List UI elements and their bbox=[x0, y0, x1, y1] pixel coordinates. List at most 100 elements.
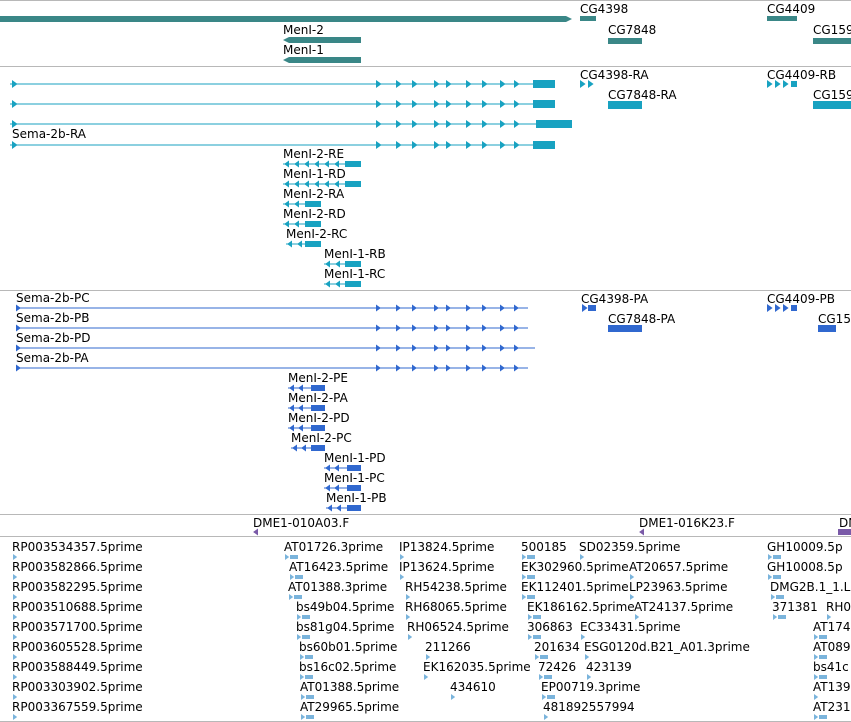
est-arrow bbox=[768, 554, 773, 560]
est-block[interactable] bbox=[533, 635, 541, 639]
gene-feature-cg159[interactable] bbox=[813, 38, 851, 44]
transcript-meni-1-rd-exon[interactable] bbox=[345, 181, 361, 187]
est-block[interactable] bbox=[527, 575, 535, 579]
est-arrow bbox=[300, 654, 305, 660]
protein-sema-2b-pa-exon-arrow bbox=[466, 364, 471, 372]
transcript-sema-2b-ra-exon-arrow bbox=[500, 141, 506, 149]
protein-cg15-exon[interactable] bbox=[818, 325, 836, 332]
transcript-meni-2-rd-exon[interactable] bbox=[305, 221, 321, 227]
transcript-meni-2-re-exon[interactable] bbox=[345, 161, 361, 167]
transcript-cg7848-exon[interactable] bbox=[608, 101, 642, 109]
est-block[interactable] bbox=[527, 595, 535, 599]
transcript-sema-2b-ra-last-exon[interactable] bbox=[533, 141, 555, 149]
transcript-sema-2b-3-exon-arrow bbox=[396, 120, 402, 128]
transcript-sema-2b-2-exon-arrow bbox=[446, 100, 452, 108]
transcript-cg4409-exon[interactable] bbox=[791, 81, 797, 87]
clone-dme1-010a03-arrow bbox=[253, 528, 258, 536]
est-block[interactable] bbox=[544, 675, 552, 679]
est-block[interactable] bbox=[294, 595, 302, 599]
gene-feature-cg4409[interactable] bbox=[767, 16, 797, 21]
protein-meni-2-pe-arrow bbox=[289, 384, 294, 392]
protein-sema-2b-pd-exon-arrow bbox=[446, 344, 451, 352]
protein-cg4398-exon[interactable] bbox=[588, 305, 596, 311]
est-block[interactable] bbox=[819, 655, 827, 659]
transcript-sema-2b-2-exon-arrow bbox=[514, 100, 520, 108]
est-block[interactable] bbox=[778, 615, 786, 619]
protein-sema-2b-pa-exon-arrow bbox=[412, 364, 417, 372]
transcript-sema-2b-2-exon-arrow bbox=[412, 100, 418, 108]
est-arrow bbox=[297, 614, 302, 620]
est-block[interactable] bbox=[295, 575, 303, 579]
protein-sema-2b-pa-exon-arrow bbox=[514, 364, 519, 372]
protein-meni-1-pb-exon[interactable] bbox=[347, 505, 361, 511]
est-block[interactable] bbox=[773, 575, 781, 579]
protein-meni-2-pd-exon[interactable] bbox=[311, 425, 325, 431]
gene-feature-cg4398[interactable] bbox=[580, 16, 596, 21]
transcript-meni-1-rc-arrow bbox=[335, 280, 340, 288]
transcript-sema-2b-3-last-exon[interactable] bbox=[536, 120, 572, 128]
est-arrow bbox=[539, 674, 544, 680]
transcript-sema-2b-1-last-exon[interactable] bbox=[533, 80, 555, 88]
est-block[interactable] bbox=[302, 615, 310, 619]
est-arrow bbox=[528, 634, 533, 640]
transcript-sema-2b-3-exon-arrow bbox=[466, 120, 472, 128]
gene-feature-sema-2b[interactable] bbox=[0, 16, 572, 22]
gene-feature-meni-2[interactable] bbox=[283, 37, 361, 43]
est-arrow bbox=[630, 574, 635, 580]
protein-sema-2b-pd-exon-arrow bbox=[412, 344, 417, 352]
transcript-meni-1-rd-arrow bbox=[334, 180, 339, 188]
est-block[interactable] bbox=[527, 555, 535, 559]
transcript-sema-2b-2-exon-arrow bbox=[500, 100, 506, 108]
est-block[interactable] bbox=[776, 595, 784, 599]
transcript-meni-2-rc-arrow bbox=[287, 240, 292, 248]
transcript-meni-1-rc-exon[interactable] bbox=[345, 281, 361, 287]
transcript-meni-2-re-arrow bbox=[294, 160, 299, 168]
est-block[interactable] bbox=[547, 695, 555, 699]
transcript-sema-2b-1-exon-arrow bbox=[396, 80, 402, 88]
protein-meni-1-pd-exon[interactable] bbox=[347, 465, 361, 471]
est-arrow bbox=[13, 554, 18, 560]
transcript-cg159-exon[interactable] bbox=[813, 101, 851, 109]
est-block[interactable] bbox=[819, 635, 827, 639]
protein-cg4409-exon[interactable] bbox=[791, 305, 797, 311]
transcript-meni-1-rd-arrow bbox=[304, 180, 309, 188]
protein-cg4409-arrow bbox=[767, 304, 773, 312]
est-arrow bbox=[426, 654, 431, 660]
est-block[interactable] bbox=[305, 655, 313, 659]
transcript-sema-2b-2-exon-arrow bbox=[482, 100, 488, 108]
protein-meni-2-pc-exon[interactable] bbox=[311, 445, 325, 451]
gene-feature-meni-1[interactable] bbox=[283, 57, 361, 63]
transcript-cg4409-arrow bbox=[775, 80, 781, 88]
est-block[interactable] bbox=[540, 655, 548, 659]
protein-meni-1-pc-exon[interactable] bbox=[347, 485, 361, 491]
est-block[interactable] bbox=[819, 675, 827, 679]
protein-meni-2-pe-exon[interactable] bbox=[311, 385, 325, 391]
transcript-meni-1-rb-exon[interactable] bbox=[345, 261, 361, 267]
clone-dn-block[interactable] bbox=[838, 529, 851, 535]
est-block[interactable] bbox=[305, 675, 313, 679]
est-block[interactable] bbox=[302, 635, 310, 639]
transcript-sema-2b-1-exon-arrow bbox=[446, 80, 452, 88]
protein-sema-2b-pd-exon-arrow bbox=[466, 344, 471, 352]
transcript-meni-2-rc-exon[interactable] bbox=[305, 241, 321, 247]
est-block[interactable] bbox=[306, 715, 314, 719]
est-block[interactable] bbox=[819, 715, 827, 719]
est-block[interactable] bbox=[533, 615, 541, 619]
protein-cg7848-exon[interactable] bbox=[608, 325, 642, 332]
est-arrow bbox=[406, 594, 411, 600]
est-block[interactable] bbox=[290, 555, 298, 559]
est-block[interactable] bbox=[306, 695, 314, 699]
transcript-sema-2b-ra-exon-arrow bbox=[412, 141, 418, 149]
transcript-meni-1-rd-arrow bbox=[284, 180, 289, 188]
protein-meni-2-pa-exon[interactable] bbox=[311, 405, 325, 411]
est-arrow bbox=[814, 654, 819, 660]
protein-meni-2-pe-arrow bbox=[298, 384, 303, 392]
transcript-meni-2-ra-exon[interactable] bbox=[305, 201, 321, 207]
est-block[interactable] bbox=[773, 555, 781, 559]
gene-feature-cg7848[interactable] bbox=[608, 38, 642, 44]
protein-sema-2b-pc-exon-arrow bbox=[396, 304, 401, 312]
est-arrow bbox=[768, 574, 773, 580]
transcript-sema-2b-3-exon-arrow bbox=[446, 120, 452, 128]
transcript-sema-2b-2-last-exon[interactable] bbox=[533, 100, 555, 108]
